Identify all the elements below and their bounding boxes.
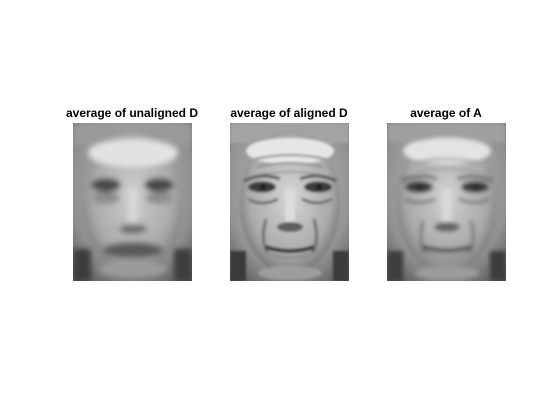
panel-a: average of A: [383, 104, 509, 284]
panel-aligned: average of aligned D: [226, 104, 352, 284]
panel-unaligned: average of unaligned D: [66, 104, 198, 284]
panel-title-aligned: average of aligned D: [230, 106, 348, 120]
face-image-unaligned: [73, 123, 192, 281]
panel-title-a: average of A: [410, 106, 482, 120]
face-image-a: [387, 123, 506, 281]
panel-title-unaligned: average of unaligned D: [65, 106, 199, 120]
face-image-aligned: [230, 123, 349, 281]
